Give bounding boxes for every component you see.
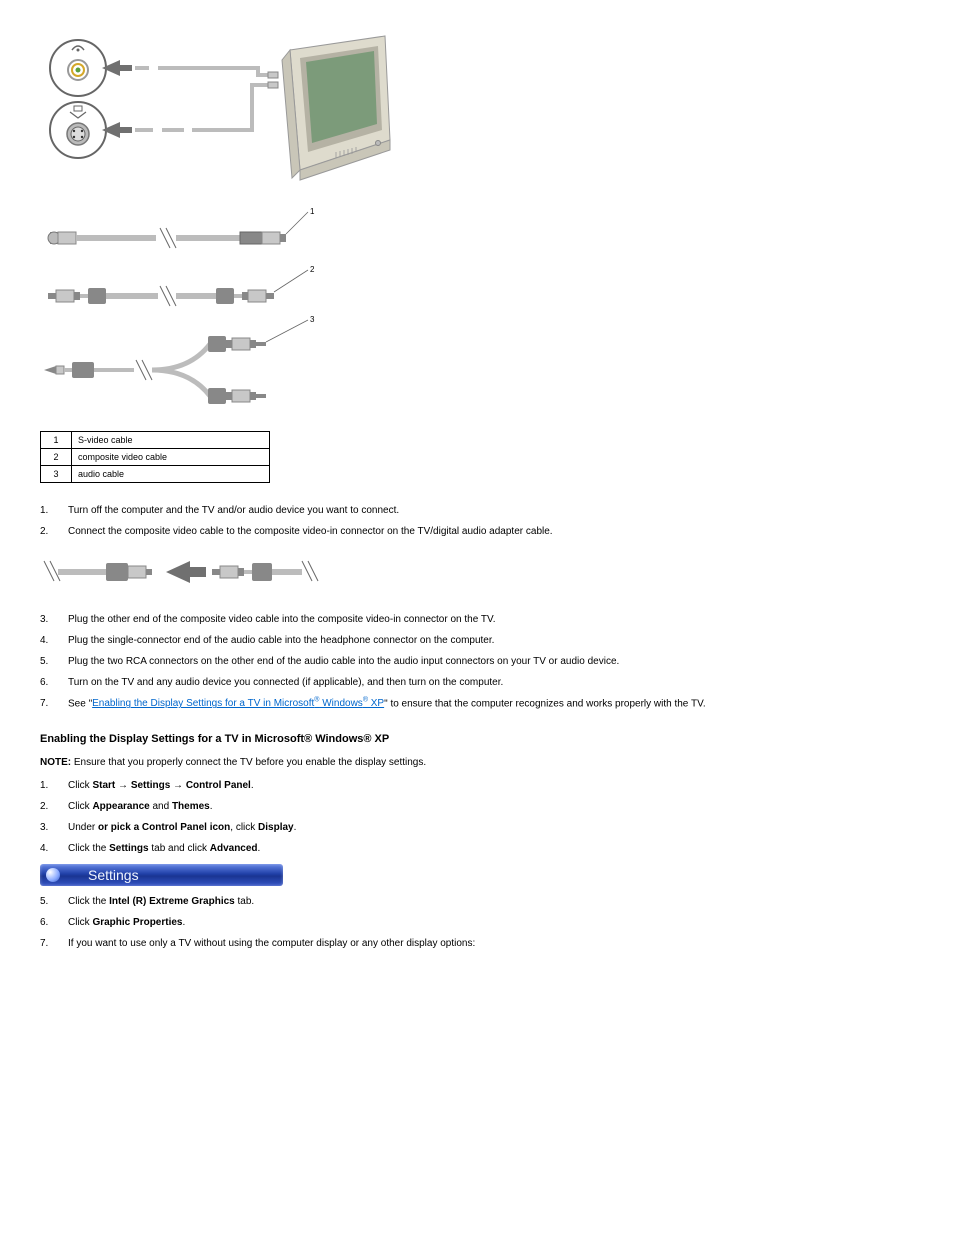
settings-tab-label: Settings xyxy=(88,867,139,883)
step-number: 5. xyxy=(40,894,68,909)
step-number: 3. xyxy=(40,612,68,627)
step-number: 6. xyxy=(40,915,68,930)
step-number: 1. xyxy=(40,503,68,518)
step: 3. Under or pick a Control Panel icon, c… xyxy=(40,820,914,835)
arrow-left-icon xyxy=(102,122,132,138)
step-number: 6. xyxy=(40,675,68,690)
cable-num: 1 xyxy=(41,432,72,449)
step-text: Click the Settings tab and click Advance… xyxy=(68,841,914,856)
enable-display-link[interactable]: Enabling the Display Settings for a TV i… xyxy=(92,698,384,709)
note: NOTE: Ensure that you properly connect t… xyxy=(40,755,914,770)
table-row: 2 composite video cable xyxy=(41,449,270,466)
settings-tab-bar: Settings xyxy=(40,864,283,886)
step-text: Click the Intel (R) Extreme Graphics tab… xyxy=(68,894,914,909)
note-label: NOTE: xyxy=(40,757,71,768)
step-number: 3. xyxy=(40,820,68,835)
cable-num: 2 xyxy=(41,449,72,466)
step-text: If you want to use only a TV without usi… xyxy=(68,936,914,951)
headphone-port-icon xyxy=(50,40,106,96)
step-number: 4. xyxy=(40,633,68,648)
step: 1. Turn off the computer and the TV and/… xyxy=(40,503,914,518)
cable-label-table: 1 S-video cable 2 composite video cable … xyxy=(40,431,270,483)
step: 7. If you want to use only a TV without … xyxy=(40,936,914,951)
audio-y-cable-icon xyxy=(44,336,266,404)
step: 6. Turn on the TV and any audio device y… xyxy=(40,675,914,690)
step-text: Click Appearance and Themes. xyxy=(68,799,914,814)
step: 5. Click the Intel (R) Extreme Graphics … xyxy=(40,894,914,909)
arrow-left-icon xyxy=(166,561,206,583)
section-heading: Enabling the Display Settings for a TV i… xyxy=(40,733,914,745)
table-row: 1 S-video cable xyxy=(41,432,270,449)
step-text: Click Start → Settings → Control Panel. xyxy=(68,778,914,793)
step-number: 1. xyxy=(40,778,68,793)
step-text: Plug the two RCA connectors on the other… xyxy=(68,654,914,669)
cable-label: audio cable xyxy=(72,466,270,483)
step-text: See "Enabling the Display Settings for a… xyxy=(68,696,914,711)
cable-num: 3 xyxy=(41,466,72,483)
cables-figure: 1 2 xyxy=(40,208,914,421)
step-text: Plug the other end of the composite vide… xyxy=(68,612,914,627)
crt-tv-icon xyxy=(282,36,390,180)
step: 3. Plug the other end of the composite v… xyxy=(40,612,914,627)
step-number: 2. xyxy=(40,524,68,539)
step: 1. Click Start → Settings → Control Pane… xyxy=(40,778,914,793)
tv-connection-figure xyxy=(40,30,914,198)
step-text: Connect the composite video cable to the… xyxy=(68,524,914,539)
step: 2. Click Appearance and Themes. xyxy=(40,799,914,814)
callout-3: 3 xyxy=(310,315,315,324)
step-number: 4. xyxy=(40,841,68,856)
cable-label: composite video cable xyxy=(72,449,270,466)
step: 2. Connect the composite video cable to … xyxy=(40,524,914,539)
step-text: Under or pick a Control Panel icon, clic… xyxy=(68,820,914,835)
composite-connect-figure xyxy=(40,549,914,602)
step: 6. Click Graphic Properties. xyxy=(40,915,914,930)
table-row: 3 audio cable xyxy=(41,466,270,483)
arrow-left-icon xyxy=(102,60,132,76)
step-text: Turn on the TV and any audio device you … xyxy=(68,675,914,690)
svideo-cable-icon xyxy=(48,228,286,248)
step-text: Plug the single-connector end of the aud… xyxy=(68,633,914,648)
step: 4. Plug the single-connector end of the … xyxy=(40,633,914,648)
step-number: 2. xyxy=(40,799,68,814)
step-number: 5. xyxy=(40,654,68,669)
step-number: 7. xyxy=(40,696,68,711)
step-text: Click Graphic Properties. xyxy=(68,915,914,930)
composite-cable-icon xyxy=(48,286,274,306)
callout-1: 1 xyxy=(310,208,315,216)
step-text: Turn off the computer and the TV and/or … xyxy=(68,503,914,518)
step: 4. Click the Settings tab and click Adva… xyxy=(40,841,914,856)
step: 7. See "Enabling the Display Settings fo… xyxy=(40,696,914,711)
svideo-port-icon xyxy=(50,102,106,158)
note-text: Ensure that you properly connect the TV … xyxy=(71,757,426,768)
step-number: 7. xyxy=(40,936,68,951)
step: 5. Plug the two RCA connectors on the ot… xyxy=(40,654,914,669)
cable-label: S-video cable xyxy=(72,432,270,449)
callout-2: 2 xyxy=(310,265,315,274)
